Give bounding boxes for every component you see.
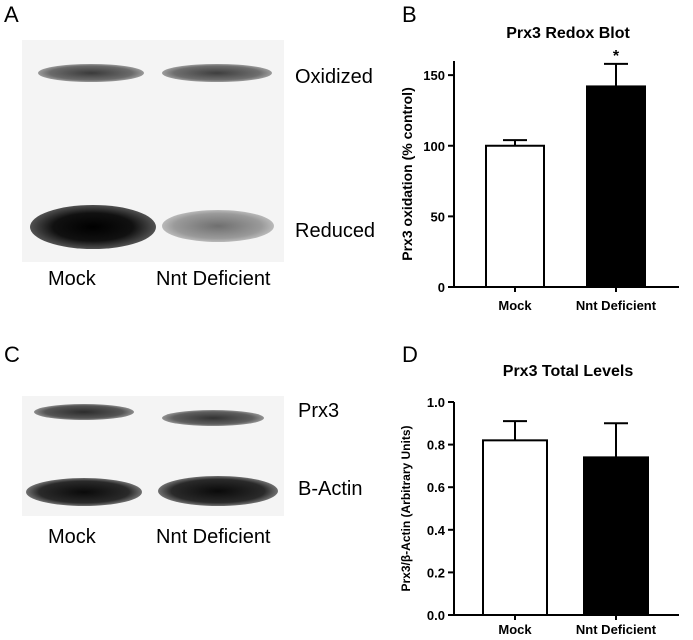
- prx3-redox-chart: Prx3 Redox Blot 0 50 100 150 Mock * Nnt Deficie…: [399, 25, 679, 313]
- y-axis-label: Prx3 oxidation (% control): [399, 87, 415, 260]
- band-label-reduced: Reduced: [295, 220, 376, 242]
- y-tick-label: 50: [431, 209, 445, 224]
- lane-label-mock-a: Mock: [48, 268, 96, 290]
- y-tick-label: 0.8: [427, 438, 445, 453]
- oxidized-band-mock: [38, 64, 144, 82]
- y-tick-label: 0.0: [427, 608, 445, 623]
- y-tick-label: 0: [438, 280, 445, 295]
- panel-a-blot-image: [22, 40, 284, 262]
- y-axis-label: Prx3/β-Actin (Arbitrary Units): [399, 425, 413, 591]
- band-label-oxidized: Oxidized: [295, 66, 373, 88]
- lane-label-nnt-c: Nnt Deficient: [156, 526, 271, 548]
- band-label-prx3: Prx3: [298, 400, 340, 422]
- bar-nnt-deficient: [583, 456, 649, 616]
- chart-title: Prx3 Redox Blot: [506, 25, 630, 42]
- reduced-band-mock: [30, 205, 156, 249]
- actin-band-mock: [26, 478, 142, 506]
- panel-d-letter: D: [402, 342, 418, 367]
- band-label-b-actin: B-Actin: [298, 478, 363, 500]
- panel-b-letter: B: [402, 2, 417, 27]
- oxidized-band-nnt: [162, 64, 272, 82]
- lane-label-nnt-a: Nnt Deficient: [156, 268, 271, 290]
- lane-label-mock-c: Mock: [48, 526, 96, 548]
- panel-c-blot-image: [22, 396, 284, 516]
- x-tick-label: Mock: [498, 622, 532, 637]
- actin-band-nnt: [158, 476, 278, 506]
- chart-title: Prx3 Total Levels: [503, 363, 634, 380]
- y-tick-label: 100: [423, 139, 445, 154]
- x-tick-label: Mock: [498, 298, 532, 313]
- prx3-total-levels-chart: Prx3 Total Levels 0.0 0.2 0.4 0.6 0.8 1.0 Mock N…: [399, 363, 679, 637]
- panel-c-letter: C: [4, 342, 20, 367]
- x-tick-label: Nnt Deficient: [576, 622, 657, 637]
- y-tick-label: 1.0: [427, 395, 445, 410]
- y-tick-label: 0.4: [427, 523, 446, 538]
- bar-mock: [482, 439, 548, 616]
- panel-a-letter: A: [4, 2, 19, 27]
- prx3-band-nnt: [162, 410, 264, 426]
- y-tick-label: 150: [423, 68, 445, 83]
- significance-marker: *: [613, 48, 620, 65]
- y-tick-label: 0.2: [427, 565, 445, 580]
- prx3-band-mock: [34, 404, 134, 420]
- bar-mock: [485, 144, 545, 288]
- reduced-band-nnt: [162, 210, 274, 242]
- x-tick-label: Nnt Deficient: [576, 298, 657, 313]
- y-tick-label: 0.6: [427, 480, 445, 495]
- bar-nnt-deficient: [586, 85, 646, 288]
